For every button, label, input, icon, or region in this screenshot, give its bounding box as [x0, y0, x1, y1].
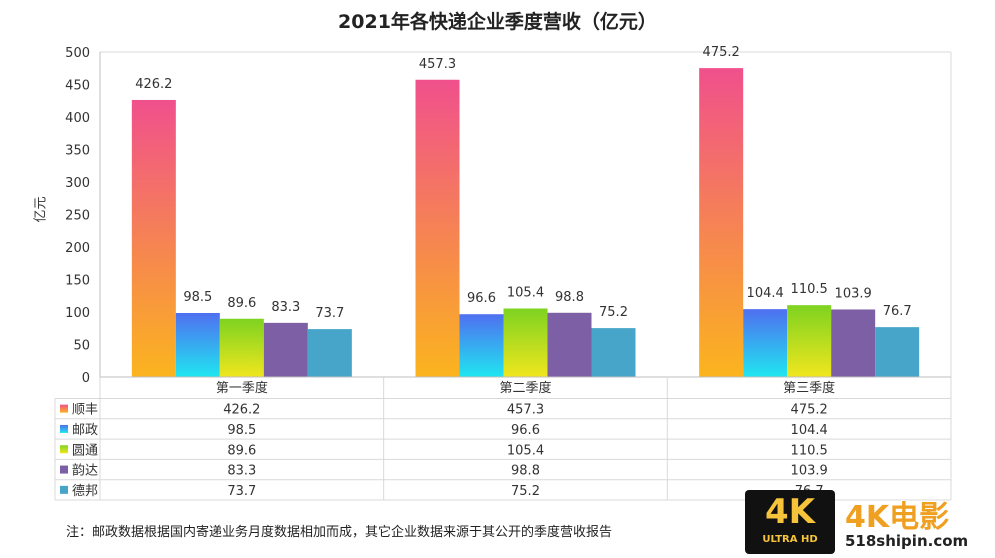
- legend-swatch-韵达: [60, 465, 68, 474]
- legend-entry: 邮政: [72, 423, 98, 438]
- bar-圆通-第三季度: [787, 305, 832, 377]
- table-cell-value: 475.2: [791, 403, 828, 418]
- table-cell-value: 98.8: [511, 464, 540, 479]
- y-tick-label: 100: [65, 306, 90, 321]
- y-tick-label: 250: [65, 209, 90, 224]
- data-label: 105.4: [507, 285, 544, 300]
- bar-韵达-第三季度: [831, 309, 876, 377]
- data-label: 475.2: [703, 45, 740, 60]
- data-label: 426.2: [135, 77, 172, 92]
- table-cell-value: 104.4: [791, 423, 828, 438]
- bar-圆通-第二季度: [503, 308, 548, 377]
- bar-韵达-第一季度: [263, 322, 308, 377]
- data-label: 98.8: [555, 290, 584, 305]
- legend-swatch-顺丰: [60, 404, 68, 413]
- table-cell-value: 103.9: [791, 464, 828, 479]
- y-tick-label: 450: [65, 79, 90, 94]
- y-tick-label: 300: [65, 176, 90, 191]
- x-tick-label: 第一季度: [216, 380, 268, 396]
- watermark-site: 518shipin.com: [845, 532, 969, 550]
- bar-顺丰-第三季度: [699, 68, 744, 378]
- y-tick-label: 500: [65, 46, 90, 61]
- y-tick-label: 150: [65, 274, 90, 289]
- data-label: 110.5: [791, 282, 828, 297]
- y-tick-label: 0: [82, 371, 90, 386]
- x-tick-label: 第三季度: [783, 380, 835, 396]
- watermark-4k-badge: 4K: [745, 490, 835, 554]
- data-label: 83.3: [271, 300, 300, 315]
- table-cell-value: 457.3: [507, 403, 544, 418]
- bar-德邦-第一季度: [307, 329, 352, 377]
- y-tick-label: 400: [65, 111, 90, 126]
- legend-entry: 韵达: [72, 464, 98, 479]
- chart-title: 2021年各快递企业季度营收（亿元）: [338, 11, 657, 33]
- table-cell-value: 83.3: [227, 464, 256, 479]
- data-label: 457.3: [419, 57, 456, 72]
- bar-邮政-第二季度: [459, 314, 504, 377]
- data-label: 96.6: [467, 291, 496, 306]
- data-label: 98.5: [183, 290, 212, 305]
- watermark-brand: 4K电影: [845, 500, 950, 535]
- legend-entry: 德邦: [72, 484, 98, 499]
- table-cell-value: 75.2: [511, 484, 540, 499]
- bar-韵达-第二季度: [547, 312, 592, 377]
- table-cell-value: 89.6: [227, 443, 256, 458]
- table-cell-value: 426.2: [223, 403, 260, 418]
- watermark: 4K ULTRA HD 4K电影 518shipin.com: [745, 490, 995, 558]
- x-tick-label: 第二季度: [499, 380, 551, 396]
- y-tick-label: 350: [65, 144, 90, 159]
- data-label: 103.9: [835, 286, 872, 301]
- table-cell-value: 110.5: [791, 443, 828, 458]
- bar-顺丰-第一季度: [131, 99, 176, 377]
- table-cell-value: 105.4: [507, 443, 544, 458]
- bar-圆通-第一季度: [219, 318, 264, 377]
- data-label: 104.4: [747, 286, 784, 301]
- data-label: 73.7: [315, 306, 344, 321]
- bar-德邦-第三季度: [875, 327, 920, 377]
- legend-swatch-德邦: [60, 485, 68, 494]
- watermark-ultra-hd: ULTRA HD: [762, 534, 818, 545]
- legend-entry: 圆通: [72, 443, 98, 458]
- bar-顺丰-第二季度: [415, 79, 460, 377]
- y-tick-label: 50: [73, 339, 90, 354]
- table-cell-value: 96.6: [511, 423, 540, 438]
- bar-德邦-第二季度: [591, 328, 636, 377]
- table-cell-value: 98.5: [227, 423, 256, 438]
- bar-邮政-第一季度: [175, 312, 220, 377]
- legend-swatch-邮政: [60, 424, 68, 433]
- legend-swatch-圆通: [60, 445, 68, 454]
- bar-邮政-第三季度: [743, 309, 788, 377]
- data-label: 76.7: [883, 304, 912, 319]
- data-label: 75.2: [599, 305, 628, 320]
- table-cell-value: 73.7: [227, 484, 256, 499]
- y-tick-label: 200: [65, 241, 90, 256]
- footnote: 注：邮政数据根据国内寄递业务月度数据相加而成，其它企业数据来源于其公开的季度营收…: [66, 525, 613, 540]
- legend-entry: 顺丰: [72, 403, 98, 418]
- data-label: 89.6: [227, 296, 256, 311]
